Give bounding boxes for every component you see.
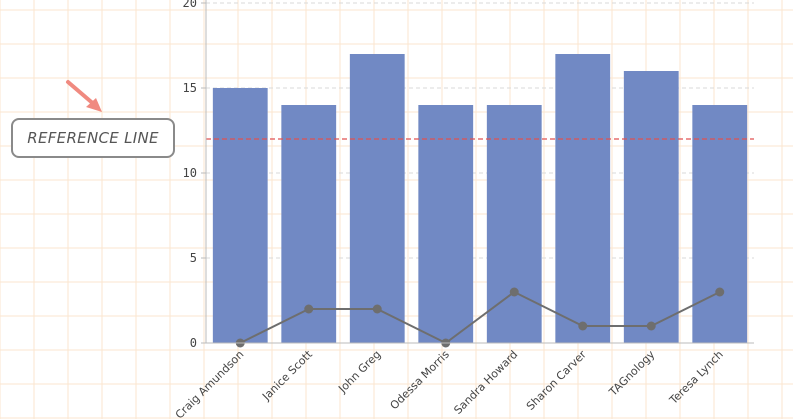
bar (349, 54, 405, 343)
bar (418, 105, 474, 343)
bar (555, 54, 611, 343)
x-tick-label: John Greg (335, 348, 383, 396)
arrow-icon (66, 80, 102, 112)
y-tick-label: 0 (190, 336, 197, 350)
x-tick-label: Janice Scott (259, 347, 315, 403)
y-tick-label: 5 (190, 251, 197, 265)
line-point (578, 321, 588, 331)
bar (692, 105, 748, 343)
reference-line-callout: REFERENCE LINE (11, 118, 175, 158)
y-tick-label: 10 (183, 166, 197, 180)
line-point (715, 287, 725, 297)
x-tick-label: Craig Amundson (173, 348, 247, 419)
x-tick-label: TAGnology (606, 348, 658, 400)
bar (486, 105, 542, 343)
x-tick-label: Sharon Carver (524, 348, 589, 413)
x-tick-label: Odessa Morris (388, 348, 453, 413)
x-tick-label: Sandra Howard (451, 348, 520, 417)
line-point (304, 304, 314, 314)
line-series-path (239, 290, 721, 345)
line-point (646, 321, 656, 331)
x-tick-label: Teresa Lynch (666, 348, 726, 408)
bar (212, 88, 268, 343)
y-tick-label: 15 (183, 81, 197, 95)
line-point (509, 287, 519, 297)
y-tick-label: 20 (183, 0, 197, 10)
line-series (235, 287, 725, 348)
bar (623, 71, 679, 343)
bars (212, 54, 748, 343)
bar (281, 105, 337, 343)
line-point (372, 304, 382, 314)
